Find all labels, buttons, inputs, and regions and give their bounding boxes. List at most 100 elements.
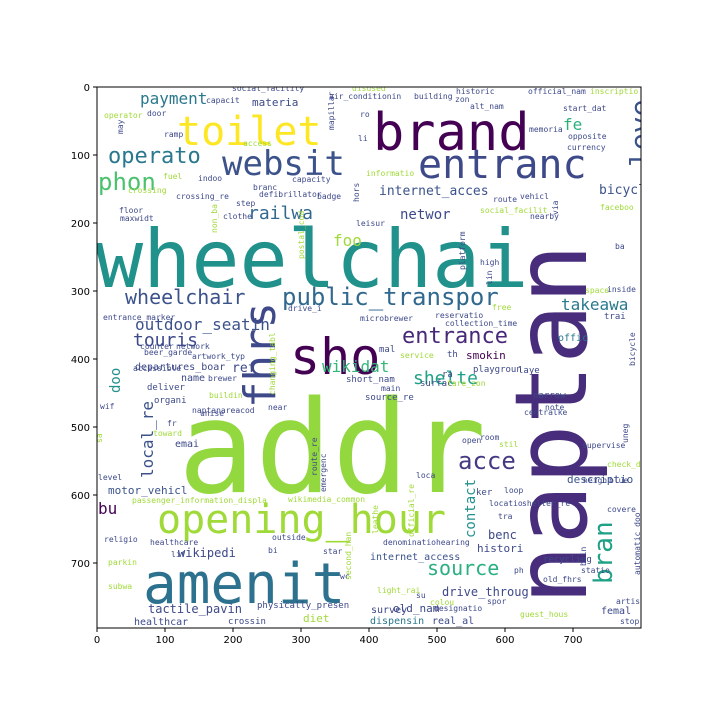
cloud-word: blin <box>579 547 588 566</box>
cloud-word: survey <box>371 605 407 616</box>
cloud-word: recycling <box>543 555 592 565</box>
cloud-word: second_han <box>344 532 353 580</box>
cloud-word: lin <box>485 270 494 285</box>
cloud-word: leve <box>624 100 657 167</box>
cloud-word: stil <box>499 440 518 449</box>
cloud-word: amenit <box>143 552 345 617</box>
cloud-word: vehicl <box>520 192 549 201</box>
cloud-word: automatic_doo <box>633 512 642 575</box>
cloud-word: local_re <box>138 401 157 478</box>
x-tick: 300 <box>291 628 311 646</box>
cloud-word: fhrs <box>235 302 286 408</box>
cloud-word: non_ba <box>210 204 219 233</box>
cloud-word: centralke <box>524 408 568 417</box>
cloud-word: accessible <box>133 364 181 373</box>
cloud-word: inscriptio <box>590 87 638 96</box>
x-tick: 700 <box>563 628 583 646</box>
cloud-word: blue <box>609 476 628 485</box>
cloud-word: badge <box>317 192 341 201</box>
cloud-word: organi <box>154 396 187 406</box>
cloud-word: short_nam <box>346 375 395 385</box>
cloud-word: faceboo <box>600 203 634 212</box>
cloud-word: social_facilit <box>480 206 548 215</box>
cloud-word: branc <box>253 183 277 192</box>
cloud-word: wikimedia_common <box>288 495 365 504</box>
cloud-word: old_fhrs <box>543 575 582 584</box>
cloud-word: dispensin <box>370 616 424 627</box>
cloud-word: room <box>480 433 499 442</box>
cloud-word: internet_acces <box>379 184 489 199</box>
cloud-word: nearby <box>530 212 559 221</box>
x-tick-label: 500 <box>427 635 446 646</box>
cloud-word: heigh <box>583 476 607 485</box>
cloud-word: changing_tabl <box>268 332 277 395</box>
cloud-word: diet <box>303 612 330 625</box>
cloud-word: ra <box>442 370 453 380</box>
cloud-word: femal <box>601 606 631 617</box>
cloud-word: hors <box>352 183 361 202</box>
cloud-word: official_re <box>407 484 416 537</box>
x-tick: 600 <box>495 628 515 646</box>
cloud-word: tactile_pavin <box>148 602 242 616</box>
y-tick: 600 <box>71 491 97 502</box>
cloud-word: crossing <box>128 186 167 195</box>
x-tick-label: 300 <box>291 635 310 646</box>
cloud-word: space <box>585 286 609 295</box>
cloud-word: note <box>545 403 564 412</box>
cloud-word: laye <box>518 366 540 376</box>
cloud-word: fr <box>167 419 177 428</box>
cloud-word: zon <box>455 95 470 104</box>
cloud-word: healthcar <box>134 617 188 628</box>
cloud-word: crossing_re <box>176 192 229 201</box>
cloud-word: operato <box>108 144 201 169</box>
cloud-word: naptan <box>493 244 610 605</box>
cloud-word: name <box>181 373 205 384</box>
cloud-word: brand <box>373 103 530 163</box>
cloud-word: supervise <box>582 441 626 450</box>
cloud-word: entranc <box>418 142 587 188</box>
cloud-word: beer_garde <box>144 348 192 357</box>
cloud-word: open <box>462 436 481 445</box>
cloud-word: wikidat <box>322 357 389 376</box>
cloud-word: ref <box>232 361 255 376</box>
cloud-word: motor_vehicl <box>108 484 187 497</box>
cloud-word: buildin <box>209 391 243 400</box>
cloud-word: route <box>493 195 517 204</box>
cloud-word: wikipedi <box>178 546 236 560</box>
cloud-word: network <box>176 342 210 351</box>
cloud-word: naptanareacod <box>192 406 255 415</box>
cloud-word: wif <box>100 402 115 411</box>
cloud-word: unise <box>200 409 224 418</box>
cloud-word: entrance <box>402 324 508 349</box>
cloud-word: th <box>447 350 458 360</box>
cloud-word: bicycle <box>628 332 637 366</box>
y-tick-label: 500 <box>71 423 90 434</box>
cloud-word: collection_time <box>445 319 517 328</box>
y-tick-label: 400 <box>71 355 90 366</box>
cloud-word: maxwidt <box>120 214 154 223</box>
x-axis: 0 100 200 300 400 500 600 700 <box>94 628 583 646</box>
cloud-word: locatio <box>489 499 523 508</box>
cloud-word: benc <box>488 528 517 542</box>
cloud-word: source <box>427 556 499 580</box>
cloud-word: internet_access <box>370 552 460 563</box>
y-tick-label: 700 <box>71 559 90 570</box>
x-tick-label: 0 <box>94 635 100 646</box>
cloud-word: star <box>323 547 342 556</box>
cloud-word: denominatiohearing <box>383 538 470 547</box>
cloud-word: inside <box>607 285 636 294</box>
cloud-word: phon <box>98 168 156 196</box>
cloud-word: drive_throug <box>442 585 529 599</box>
cloud-word: opening_hour <box>157 497 446 543</box>
cloud-word: healthcare <box>150 538 198 547</box>
y-tick: 700 <box>71 559 97 570</box>
cloud-word: reservatio <box>435 311 483 320</box>
cloud-word: sho <box>290 328 380 386</box>
cloud-word: designatio <box>434 604 482 613</box>
cloud-word: via <box>551 200 560 215</box>
x-tick: 0 <box>94 628 100 646</box>
cloud-word: crossin <box>228 617 266 627</box>
